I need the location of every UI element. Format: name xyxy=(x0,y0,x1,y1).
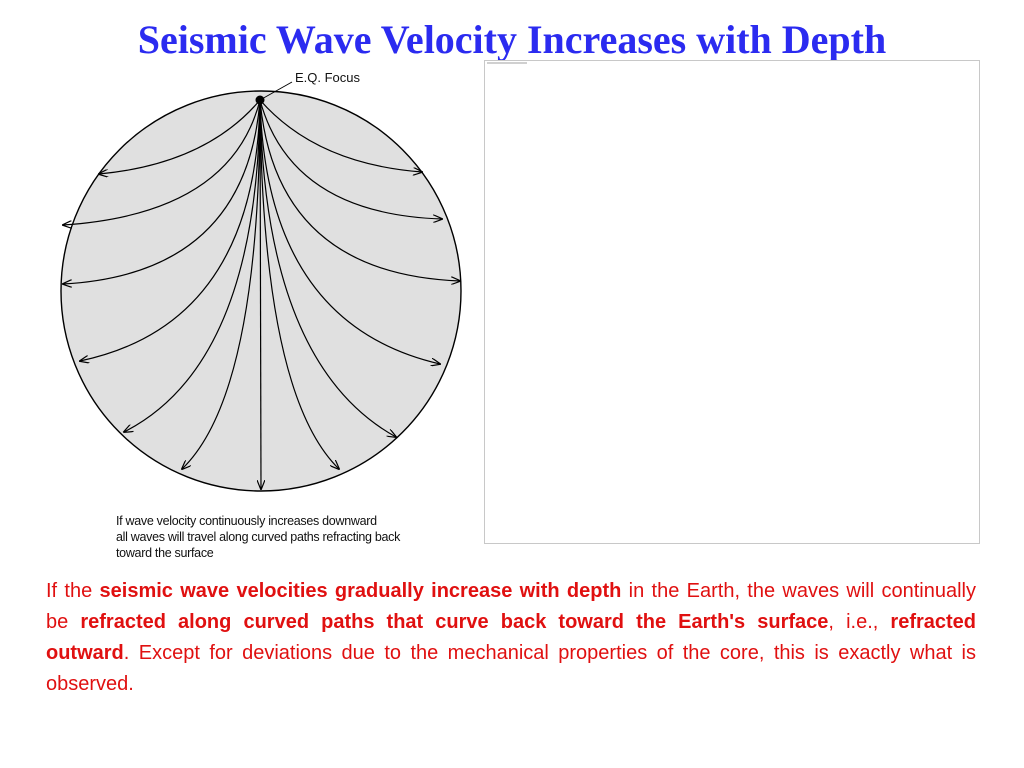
image-placeholder xyxy=(484,60,980,544)
diagram-caption: If wave velocity continuously increases … xyxy=(116,514,401,560)
ray-path xyxy=(99,99,261,174)
ray-path xyxy=(182,99,261,469)
seismic-ray-diagram: E.Q. Focus If wave velocity continuously… xyxy=(56,64,476,564)
ray-path xyxy=(124,99,261,432)
ray-path xyxy=(260,99,261,489)
focus-leader-line xyxy=(259,81,293,101)
body-emphasis: seismic wave velocities gradually increa… xyxy=(99,580,622,602)
ray-path xyxy=(259,99,442,219)
ray-path xyxy=(63,99,261,225)
body-text-segment: If the xyxy=(46,580,100,602)
placeholder-mark xyxy=(487,62,527,64)
body-text-segment: in the Earth, the waves will continually… xyxy=(46,580,976,633)
body-text-segment: , i.e., xyxy=(828,611,891,633)
ray-path xyxy=(63,99,261,284)
body-text-segment: . Except for deviations due to the mecha… xyxy=(46,642,976,695)
ray-path xyxy=(259,99,460,281)
body-emphasis: refracted along curved paths that curve … xyxy=(80,611,829,633)
ray-path xyxy=(259,99,396,437)
focus-label: E.Q. Focus xyxy=(295,70,361,85)
body-emphasis: refracted outward xyxy=(46,611,977,664)
ray-path xyxy=(80,99,261,361)
ray-paths xyxy=(63,99,460,489)
body-paragraph: If the seismic wave velocities gradually… xyxy=(46,576,976,700)
slide-title: Seismic Wave Velocity Increases with Dep… xyxy=(137,17,887,62)
earth-cross-section: E.Q. Focus xyxy=(60,70,462,492)
ray-path xyxy=(259,99,440,364)
ray-path xyxy=(259,99,339,469)
ray-path xyxy=(259,99,422,172)
